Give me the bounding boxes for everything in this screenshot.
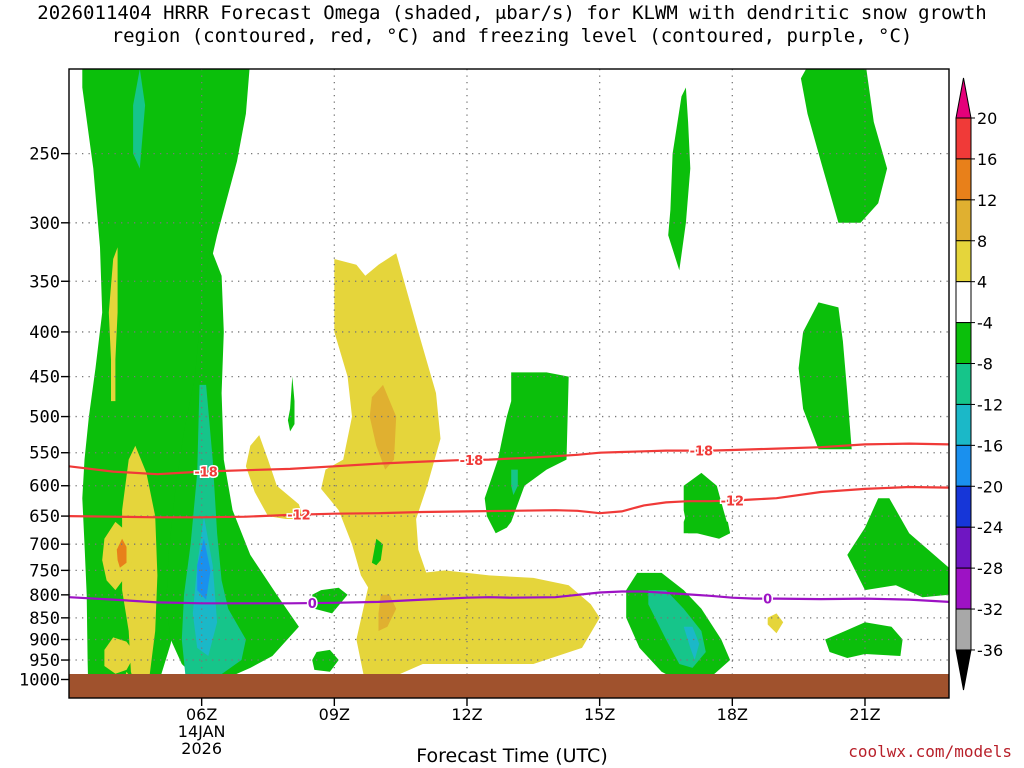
y-tick-label-500: 500 xyxy=(29,408,60,428)
omega-region-g14 xyxy=(825,622,903,658)
plot-frame xyxy=(68,68,950,699)
omega-region-y5 xyxy=(104,637,136,674)
colorbar-bottom-triangle xyxy=(955,649,972,691)
colorbar-label: -24 xyxy=(977,518,1003,537)
y-tick-label-250: 250 xyxy=(29,145,60,165)
colorbar-label: -32 xyxy=(977,600,1003,619)
omega-region-g3 xyxy=(312,587,348,614)
omega-region-g10 xyxy=(683,472,731,534)
omega-region-g7 xyxy=(484,372,569,534)
colorbar-segment-12 xyxy=(955,567,972,610)
x-date-label: 14JAN xyxy=(178,722,226,741)
omega-region-y7 xyxy=(108,247,118,402)
omega-region-y2 xyxy=(125,671,129,674)
omega-region-g12 xyxy=(800,69,888,223)
colorbar-segment-6 xyxy=(955,322,972,365)
chart-title: 2026011404 HRRR Forecast Omega (shaded, … xyxy=(37,2,987,47)
x-axis-title: Forecast Time (UTC) xyxy=(416,745,608,767)
omega-region-t3 xyxy=(511,469,518,496)
omega-region-o3 xyxy=(378,594,397,631)
contour-label--12: -12 xyxy=(721,495,745,510)
colorbar-segment-3 xyxy=(955,199,972,242)
colorbar-segment-13 xyxy=(955,608,972,651)
colorbar-label: -4 xyxy=(977,314,993,333)
colorbar-label: -20 xyxy=(977,477,1003,496)
colorbar-segment-9 xyxy=(955,444,972,487)
omega-region-g11 xyxy=(668,87,691,271)
y-tick-label-350: 350 xyxy=(29,272,60,292)
colorbar-segment-11 xyxy=(955,526,972,569)
contour-label-0: 0 xyxy=(308,597,317,612)
x-year-label: 2026 xyxy=(181,739,222,758)
omega-region-g6 xyxy=(371,538,383,566)
omega-region-t2 xyxy=(133,69,146,169)
x-tick-label-12Z: 12Z xyxy=(451,705,482,724)
contour-label--12: -12 xyxy=(287,509,311,524)
colorbar-segment-2 xyxy=(955,158,972,201)
x-tick-label-15Z: 15Z xyxy=(584,705,615,724)
colorbar-segment-4 xyxy=(955,240,972,283)
credit-text: coolwx.com/models xyxy=(848,742,1012,761)
colorbar-segment-7 xyxy=(955,363,972,405)
omega-region-g5 xyxy=(287,376,295,432)
omega-region-c2 xyxy=(683,626,700,660)
colorbar-segment-1 xyxy=(955,117,972,160)
colorbar-label: 8 xyxy=(977,232,987,251)
colorbar-label: -8 xyxy=(977,355,993,374)
colorbar-top-triangle xyxy=(955,77,972,119)
isotherm-0 xyxy=(69,590,949,605)
x-tick-label-06Z: 06Z xyxy=(186,705,217,724)
x-tick-label-18Z: 18Z xyxy=(717,705,748,724)
y-tick-label-1000: 1000 xyxy=(19,670,60,690)
isotherm--12 xyxy=(69,485,949,519)
omega-region-y11 xyxy=(767,613,784,634)
y-tick-label-800: 800 xyxy=(29,586,60,606)
contour-label--18: -18 xyxy=(194,465,218,480)
colorbar-segment-10 xyxy=(955,485,972,528)
omega-region-y1 xyxy=(122,445,158,674)
colorbar-label: 20 xyxy=(977,109,997,128)
y-tick-label-400: 400 xyxy=(29,323,60,343)
omega-region-b1 xyxy=(197,538,211,600)
colorbar-segment-8 xyxy=(955,403,972,446)
y-tick-label-700: 700 xyxy=(29,535,60,555)
x-tick-label-09Z: 09Z xyxy=(319,705,350,724)
y-tick-label-850: 850 xyxy=(29,609,60,629)
colorbar-segment-5 xyxy=(955,281,972,324)
omega-region-y8 xyxy=(245,435,304,519)
omega-region-g4 xyxy=(312,649,339,672)
omega-region-o1 xyxy=(116,538,127,568)
omega-region-g15 xyxy=(847,498,949,598)
ground-surface xyxy=(69,674,949,698)
y-tick-label-900: 900 xyxy=(29,631,60,651)
colorbar-label: -28 xyxy=(977,559,1003,578)
y-tick-label-550: 550 xyxy=(29,444,60,464)
omega-region-o2 xyxy=(369,384,397,470)
colorbar-label: -36 xyxy=(977,641,1003,660)
y-tick-label-300: 300 xyxy=(29,214,60,234)
x-tick-label-21Z: 21Z xyxy=(849,705,880,724)
colorbar-label: 12 xyxy=(977,191,997,210)
contour-label-0: 0 xyxy=(763,593,772,608)
y-tick-label-650: 650 xyxy=(29,507,60,527)
y-tick-label-750: 750 xyxy=(29,561,60,581)
contour-label--18: -18 xyxy=(690,445,714,460)
omega-region-g13 xyxy=(798,302,852,450)
colorbar-label: 4 xyxy=(977,273,987,292)
contour-label--18: -18 xyxy=(460,454,484,469)
y-tick-label-450: 450 xyxy=(29,368,60,388)
colorbar-label: -12 xyxy=(977,395,1003,414)
isotherm--18 xyxy=(69,442,949,476)
omega-region-y10 xyxy=(356,570,600,674)
colorbar-label: -16 xyxy=(977,436,1003,455)
y-tick-label-600: 600 xyxy=(29,477,60,497)
y-tick-label-950: 950 xyxy=(29,651,60,671)
colorbar-label: 16 xyxy=(977,150,997,169)
